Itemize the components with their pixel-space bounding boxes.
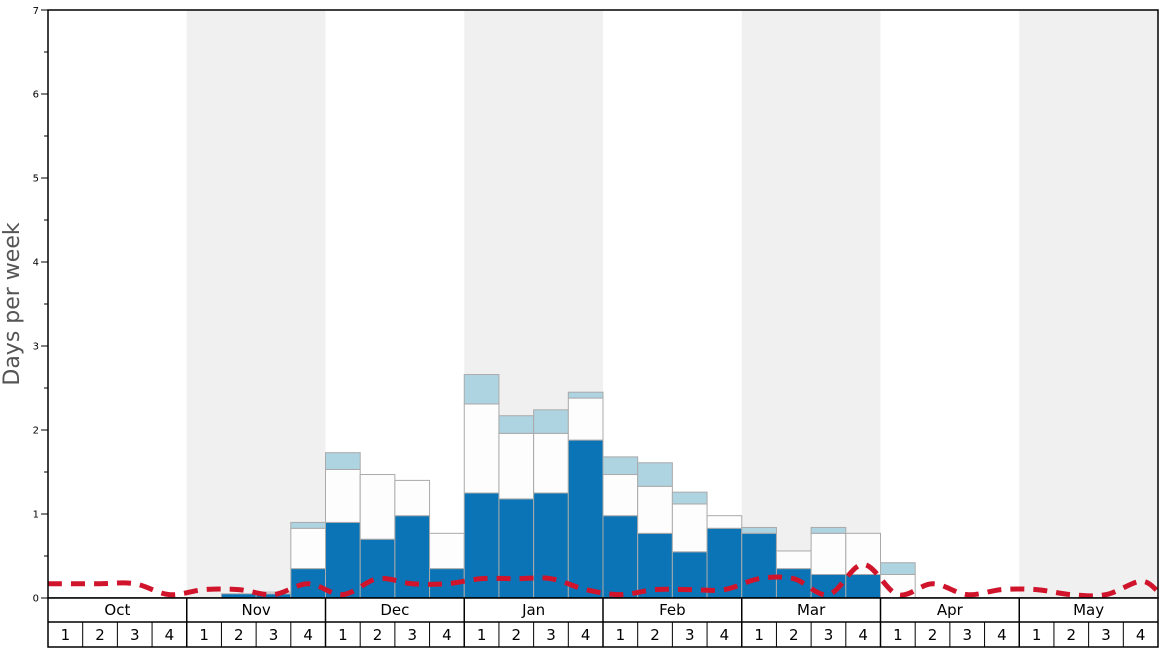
week-label: 1 bbox=[477, 626, 487, 644]
bar-middle-week-16 bbox=[567, 397, 604, 441]
bar-middle-week-12 bbox=[429, 532, 465, 570]
bar-middle-week-14 bbox=[498, 432, 535, 500]
month-shade-nov bbox=[186, 10, 326, 598]
bar-middle-week-9 bbox=[325, 468, 361, 523]
y-axis-label: Days per week bbox=[0, 222, 25, 385]
bar-middle-week-19 bbox=[671, 503, 708, 553]
bar-bottom-week-13 bbox=[463, 492, 500, 599]
month-label-nov: Nov bbox=[241, 601, 270, 619]
week-label: 2 bbox=[928, 626, 938, 644]
week-label: 3 bbox=[1101, 626, 1111, 644]
bar-top-week-21 bbox=[741, 526, 777, 534]
bar-bottom-week-17 bbox=[602, 515, 639, 599]
y-tick-label: 6 bbox=[33, 90, 39, 101]
bar-middle-week-23 bbox=[810, 532, 847, 575]
month-label-mar: Mar bbox=[797, 601, 826, 619]
bar-bottom-week-14 bbox=[498, 498, 535, 599]
line-point-3 bbox=[134, 583, 135, 584]
x-axis: Oct 1 2 3 4 Nov 1 2 3 4 Dec 1 2 3 4 Jan 1 2 3 4 Feb 1 2 3 4 Mar 1 2… bbox=[47, 597, 1159, 648]
week-label: 1 bbox=[199, 626, 209, 644]
month-label-dec: Dec bbox=[380, 601, 409, 619]
bar-top-week-23 bbox=[810, 526, 847, 534]
week-label: 1 bbox=[338, 626, 348, 644]
week-label: 3 bbox=[269, 626, 279, 644]
y-tick-label: 7 bbox=[33, 6, 39, 17]
bar-top-week-15 bbox=[533, 409, 569, 434]
week-label: 1 bbox=[1032, 626, 1042, 644]
week-label: 1 bbox=[893, 626, 903, 644]
week-label: 3 bbox=[685, 626, 695, 644]
week-label: 2 bbox=[789, 626, 799, 644]
bar-bottom-week-16 bbox=[567, 439, 604, 599]
bar-top-week-14 bbox=[498, 415, 535, 434]
week-label: 4 bbox=[720, 626, 730, 644]
week-label: 2 bbox=[1067, 626, 1077, 644]
bar-middle-week-10 bbox=[359, 474, 396, 540]
bar-middle-week-20 bbox=[706, 515, 743, 529]
month-label-feb: Feb bbox=[659, 601, 686, 619]
week-label: 2 bbox=[234, 626, 244, 644]
bar-top-week-16 bbox=[567, 391, 604, 399]
week-label: 2 bbox=[95, 626, 105, 644]
bar-top-week-8 bbox=[290, 521, 326, 529]
bar-bottom-week-10 bbox=[359, 538, 396, 599]
week-label: 4 bbox=[581, 626, 591, 644]
bar-middle-week-11 bbox=[394, 479, 431, 517]
bar-top-week-25 bbox=[880, 562, 916, 575]
week-label: 3 bbox=[407, 626, 417, 644]
month-label-apr: Apr bbox=[937, 601, 964, 619]
bar-top-week-19 bbox=[671, 491, 708, 505]
bar-bottom-week-22 bbox=[775, 568, 812, 599]
week-label: 2 bbox=[512, 626, 522, 644]
week-label: 1 bbox=[754, 626, 764, 644]
week-label: 2 bbox=[650, 626, 660, 644]
month-shade-may bbox=[1019, 10, 1158, 598]
month-shade-mar bbox=[741, 10, 881, 598]
bar-middle-week-15 bbox=[533, 432, 569, 494]
y-axis: 0 1 2 3 4 5 6 7 bbox=[33, 6, 48, 605]
bar-middle-week-13 bbox=[463, 403, 500, 494]
y-tick-label: 0 bbox=[33, 594, 39, 605]
week-label: 1 bbox=[616, 626, 626, 644]
bar-middle-week-24 bbox=[845, 532, 881, 575]
bar-top-week-17 bbox=[602, 456, 639, 476]
bar-middle-week-18 bbox=[637, 485, 673, 534]
line-point-1 bbox=[65, 583, 66, 584]
week-label: 4 bbox=[303, 626, 313, 644]
month-label-may: May bbox=[1073, 601, 1104, 619]
bar-bottom-week-15 bbox=[533, 492, 569, 599]
bar-bottom-week-24 bbox=[845, 573, 881, 599]
week-label: 4 bbox=[165, 626, 175, 644]
bar-middle-week-8 bbox=[290, 527, 326, 570]
week-label: 4 bbox=[997, 626, 1007, 644]
week-label: 3 bbox=[130, 626, 140, 644]
week-label: 4 bbox=[858, 626, 868, 644]
week-label: 2 bbox=[373, 626, 383, 644]
bar-bottom-week-21 bbox=[741, 532, 777, 599]
y-tick-label: 3 bbox=[33, 342, 39, 353]
bar-middle-week-22 bbox=[775, 550, 812, 570]
y-tick-label: 2 bbox=[33, 426, 39, 437]
week-label: 3 bbox=[962, 626, 972, 644]
y-tick-label: 1 bbox=[33, 510, 39, 521]
week-label: 3 bbox=[546, 626, 556, 644]
bar-top-week-9 bbox=[325, 452, 361, 470]
week-label: 1 bbox=[61, 626, 71, 644]
week-label: 4 bbox=[442, 626, 452, 644]
month-label-jan: Jan bbox=[521, 601, 545, 619]
month-shading bbox=[186, 10, 1158, 598]
y-tick-label: 5 bbox=[33, 174, 39, 185]
bar-top-week-13 bbox=[463, 374, 500, 405]
y-tick-label: 4 bbox=[33, 258, 39, 269]
week-label: 4 bbox=[1136, 626, 1146, 644]
bar-middle-week-17 bbox=[602, 474, 639, 517]
month-label-oct: Oct bbox=[104, 601, 130, 619]
bar-bottom-week-9 bbox=[325, 521, 361, 599]
week-label: 3 bbox=[824, 626, 834, 644]
bar-top-week-18 bbox=[637, 462, 673, 487]
